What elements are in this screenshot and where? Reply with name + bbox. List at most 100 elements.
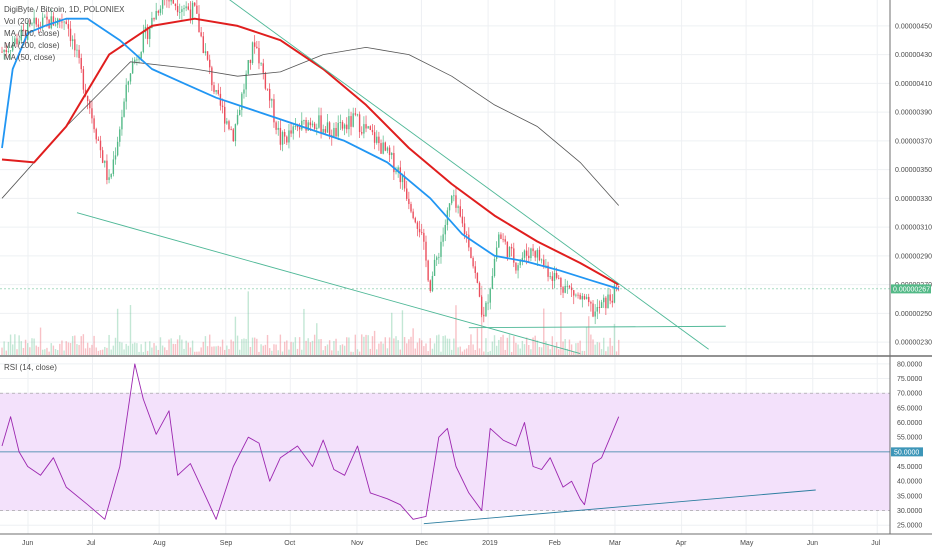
candle-body: [50, 16, 52, 29]
candle-body: [333, 127, 335, 138]
candle-body: [448, 203, 451, 211]
candle-body: [209, 59, 211, 68]
candle-body: [9, 50, 12, 52]
volume-bar: [450, 349, 453, 355]
volume-bar: [564, 338, 566, 355]
candle-body: [391, 152, 393, 156]
candle-body: [433, 259, 436, 276]
rsi-tick-label: 40.0000: [897, 479, 922, 486]
candle-body: [487, 302, 489, 304]
volume-bar: [288, 349, 290, 355]
candle-body: [159, 8, 162, 13]
candle-body: [65, 21, 67, 25]
volume-bar: [161, 345, 164, 355]
time-axis[interactable]: Jun Jul Aug Sep Oct Nov Dec 2019 Feb Mar Apr May Jun…: [22, 540, 881, 547]
candle-body: [577, 294, 579, 296]
candle-body: [271, 99, 273, 101]
volume-bar: [179, 335, 181, 355]
candle-body: [155, 11, 157, 20]
candle-body: [440, 241, 442, 257]
volume-bar: [275, 344, 277, 355]
candle-body: [343, 124, 346, 129]
candle-body: [157, 11, 160, 13]
volume-bar: [187, 342, 189, 355]
volume-bar: [209, 334, 211, 355]
volume-bar: [333, 341, 335, 355]
volume-bar: [611, 345, 613, 355]
volume-bar: [386, 348, 389, 355]
candle-body: [7, 51, 10, 53]
volume-bar: [431, 348, 434, 355]
volume-bar: [346, 337, 348, 355]
volume-bar: [408, 339, 410, 355]
price-tick-label: 0.00000330: [895, 196, 932, 203]
candle-body: [525, 250, 528, 256]
rsi-axis[interactable]: 80.0000 75.0000 70.0000 65.0000 60.0000 55.00…: [897, 361, 922, 529]
candle-body: [303, 120, 305, 121]
volume-bar: [491, 341, 494, 355]
candle-body: [262, 63, 264, 73]
volume-bar: [590, 334, 592, 355]
indicator-lines: [1, 17, 620, 290]
volume-bar: [401, 310, 404, 355]
candle-body: [253, 42, 256, 47]
time-tick-label: Feb: [549, 540, 561, 547]
volume-bar: [575, 343, 577, 355]
candle-body: [521, 257, 524, 261]
candle-body: [566, 285, 569, 287]
candle-body: [388, 147, 391, 156]
candle-body: [277, 127, 279, 130]
candle-body: [495, 247, 498, 259]
candle-body: [489, 289, 491, 303]
volume-bar: [615, 351, 618, 355]
legend-ma50: MA (50, close): [4, 53, 55, 62]
current-price-box: [891, 284, 931, 294]
candle-body: [67, 24, 70, 29]
volume-bar: [236, 335, 239, 355]
candle-body: [549, 276, 551, 278]
volume-bar: [93, 335, 95, 355]
volume-bar: [65, 341, 67, 355]
candle-body: [305, 120, 307, 131]
volume-bar: [393, 338, 395, 355]
volume-bar: [191, 340, 194, 355]
volume-bar: [224, 349, 226, 355]
candle-body: [298, 127, 301, 130]
candle-body: [328, 122, 331, 136]
price-axis[interactable]: 0.00000450 0.00000430 0.00000410 0.00000390…: [895, 23, 932, 346]
candle-body: [515, 262, 517, 271]
candle-body: [76, 49, 78, 51]
candle-body: [61, 21, 63, 23]
price-tick-label: 0.00000390: [895, 110, 932, 117]
candle-body: [603, 297, 605, 303]
time-tick-label: Aug: [153, 540, 166, 547]
price-tick-label: 0.00000310: [895, 225, 932, 232]
candle-body: [153, 17, 155, 20]
volume-bar: [489, 350, 491, 355]
candle-body: [540, 259, 543, 261]
candle-body: [258, 48, 260, 64]
candle-body: [461, 216, 464, 224]
candle-body: [575, 294, 577, 296]
candle-body: [453, 195, 455, 197]
volume-bar: [258, 351, 260, 355]
volume-bar: [609, 337, 611, 355]
candle-body: [33, 17, 35, 24]
candle-body: [491, 276, 494, 290]
volume-bar: [455, 305, 457, 355]
candle-body: [618, 286, 620, 288]
candle-body: [581, 296, 584, 300]
candle-body: [438, 256, 440, 258]
candle-body: [371, 129, 374, 133]
volume-bar: [465, 348, 468, 355]
volume-bar: [20, 341, 22, 355]
current-price-badge: 0.00000267: [0, 284, 931, 294]
candle-body: [44, 16, 46, 18]
candle-body: [256, 46, 258, 49]
volume-bar: [365, 334, 367, 355]
volume-bar: [247, 291, 249, 355]
volume-bar: [271, 350, 273, 355]
rsi-tick-label: 45.0000: [897, 464, 922, 471]
volume-bar: [384, 337, 387, 355]
